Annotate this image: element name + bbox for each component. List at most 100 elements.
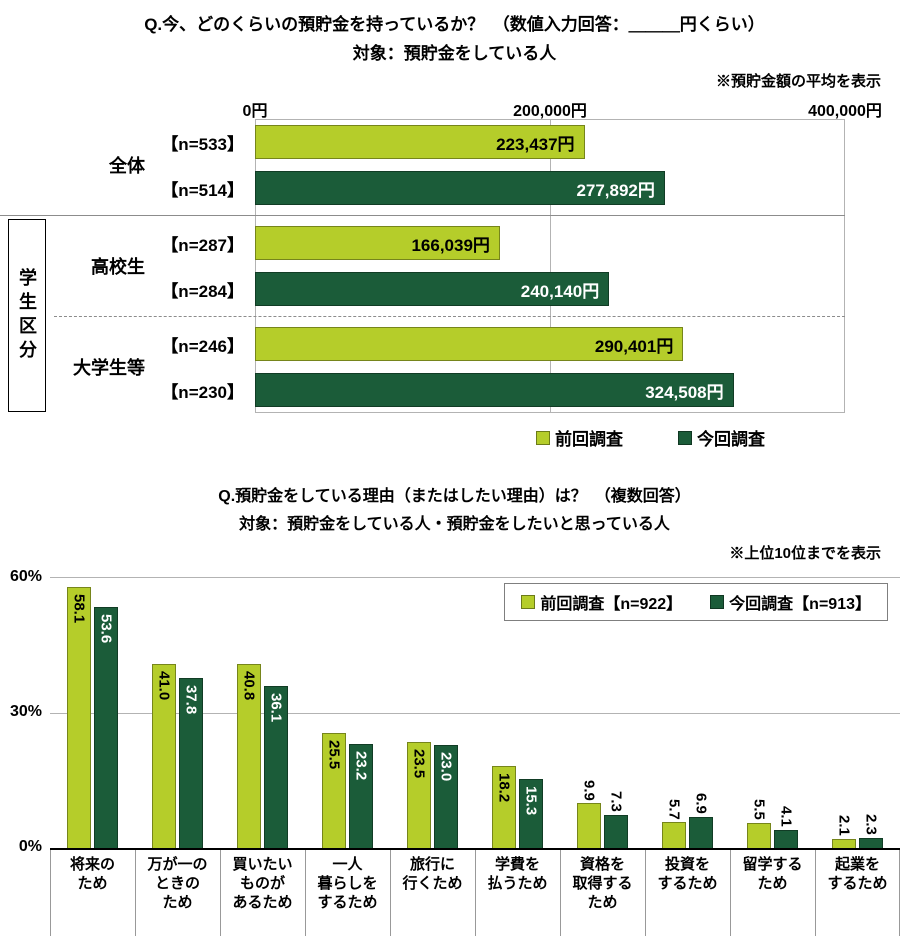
chart2-body: 60% 30% 0% 前回調査【n=922】 今回調査【n=913】 58.1 5… (0, 568, 909, 951)
chart2-subtitle: 対象：預貯金をしている人・預貯金をしたいと思っている人 (239, 516, 670, 533)
chart1-title: Q.今、どのくらいの預貯金を持っているか？ （数値入力回答：＿＿＿円くらい） (144, 15, 765, 34)
student-category-box: 学生区分 (8, 219, 46, 412)
bar-prev: 25.5 (322, 733, 346, 848)
category-label: 学費を 払うため (487, 856, 548, 892)
x-tick-0yen: 0円 (242, 103, 268, 120)
legend-item-current: 今回調査 (678, 425, 765, 450)
chart1-x-axis: 0円 200,000円 400,000円 (0, 95, 909, 120)
legend-label-current: 今回調査 (697, 430, 765, 449)
bar-value-label: 240,140円 (520, 281, 600, 301)
bar-value-label: 6.9 (692, 793, 710, 814)
chart1-row: 【n=287】 166,039円 (0, 220, 909, 266)
bar-prev: 23.5 (407, 742, 431, 848)
chart1-group: 大学生等 【n=246】 290,401円 【n=230】 324,508円 (0, 321, 909, 413)
bar-curr: 4.1 (774, 806, 798, 848)
bar-value-label: 324,508円 (645, 382, 724, 402)
bar-curr: 7.3 (604, 791, 628, 848)
bar-prev: 5.5 (747, 799, 771, 848)
bar-area: 223,437円 (255, 125, 845, 159)
sample-size-label: 【n=230】 (161, 382, 244, 402)
chart1-group: 全体 【n=533】 223,437円【n=514】 277,892円 (0, 119, 909, 211)
category-label: 万が一の ときの ため (147, 856, 208, 911)
bar-value-label: 23.5 (410, 749, 428, 779)
legend-label-current: 今回調査【n=913】 (729, 596, 871, 613)
bar-curr: 2.3 (859, 814, 883, 848)
category-label: 一人 暮らしを するため (317, 856, 378, 911)
bar-curr: 324,508円 (255, 373, 734, 407)
chart1-row: 【n=514】 277,892円 (0, 165, 909, 211)
y-tick-30: 30% (9, 703, 42, 720)
chart1-plot-frame (255, 119, 845, 413)
bar-value-label: 166,039円 (411, 235, 490, 255)
bar-area: 277,892円 (255, 171, 845, 205)
bar-value-label: 18.2 (495, 773, 513, 803)
category-label: 高校生 (91, 257, 145, 277)
y-tick-60: 60% (9, 568, 42, 585)
bar-area: 240,140円 (255, 272, 845, 306)
y-tick-0: 0% (18, 838, 42, 855)
chart1-row: 【n=246】 290,401円 (0, 321, 909, 367)
legend-label-previous: 前回調査 (555, 430, 623, 449)
bar-curr: 23.0 (434, 744, 458, 848)
sample-size-label: 【n=284】 (161, 281, 244, 301)
bar-value-label: 25.5 (325, 740, 343, 770)
chart1-row: 【n=533】 223,437円 (0, 119, 909, 165)
legend-swatch-previous-icon (521, 595, 536, 609)
legend-label-previous: 前回調査【n=922】 (540, 596, 683, 613)
bar-area: 324,508円 (255, 373, 845, 407)
bar-value-label: 58.1 (70, 593, 88, 623)
category-label: 投資を するため (657, 856, 718, 892)
section-separator (0, 312, 909, 321)
bar-curr: 15.3 (519, 779, 543, 848)
category-boundary-tick (135, 850, 136, 936)
category-label: 旅行に 行くため (402, 856, 463, 892)
chart1-subtitle: 対象：預貯金をしている人 (352, 44, 557, 63)
category-boundary-tick (560, 850, 561, 936)
category-label: 留学する ため (742, 856, 803, 892)
category-boundary-tick (220, 850, 221, 936)
legend-item-current: 今回調査【n=913】 (710, 590, 871, 614)
chart1-rows: 全体 【n=533】 223,437円【n=514】 277,892円高校生 【n=28… (0, 119, 909, 413)
bar-prev: 18.2 (492, 766, 516, 848)
legend-swatch-previous-icon (536, 430, 550, 445)
bar-prev: 223,437円 (255, 125, 585, 159)
category-boundary-tick (815, 850, 816, 936)
category-boundary-tick (899, 850, 900, 936)
sample-size-label: 【n=514】 (161, 180, 244, 200)
chart2-title: Q.預貯金をしている理由（またはしたい理由）は？ （複数回答） (218, 488, 691, 505)
sample-size-label: 【n=533】 (161, 134, 244, 154)
category-label: 起業を するため (827, 856, 888, 892)
bar-prev: 5.7 (662, 799, 686, 848)
category-boundary-tick (645, 850, 646, 936)
bar-value-label: 15.3 (522, 786, 540, 816)
bar-value-label: 7.3 (607, 791, 625, 813)
bar-prev: 290,401円 (255, 327, 684, 361)
bar-curr: 6.9 (689, 793, 713, 848)
bar-curr: 23.2 (349, 743, 373, 848)
bar-prev: 58.1 (67, 586, 91, 848)
chart1-group: 高校生 【n=287】 166,039円【n=284】 240,140円 (0, 220, 909, 312)
category-label: 全体 (109, 156, 145, 176)
category-boundary-tick (305, 850, 306, 936)
bar-value-label: 23.0 (437, 751, 455, 781)
bar-prev: 40.8 (237, 664, 261, 848)
bar-value-label: 223,437円 (496, 134, 575, 154)
chart2-legend: 前回調査【n=922】 今回調査【n=913】 (504, 583, 888, 621)
gridline-30pct (50, 713, 900, 714)
category-boundary-tick (50, 850, 51, 936)
bar-value-label: 53.6 (97, 613, 115, 644)
bar-area: 290,401円 (255, 327, 845, 361)
bar-value-label: 4.1 (777, 805, 795, 827)
bar-value-label: 9.9 (580, 779, 598, 801)
bar-value-label: 5.7 (665, 798, 683, 820)
category-boundary-tick (390, 850, 391, 936)
bar-value-label: 41.0 (155, 670, 173, 700)
bar-value-label: 2.1 (835, 814, 853, 836)
chart2-plot: 前回調査【n=922】 今回調査【n=913】 58.1 53.6 将来の ため 41… (50, 577, 900, 936)
bar-value-label: 290,401円 (594, 336, 674, 356)
bar-prev: 166,039円 (255, 226, 500, 260)
bar-curr: 277,892円 (255, 171, 665, 205)
bar-prev: 9.9 (577, 780, 601, 848)
bar-value-label: 40.8 (240, 671, 258, 701)
bar-prev: 41.0 (152, 663, 176, 848)
